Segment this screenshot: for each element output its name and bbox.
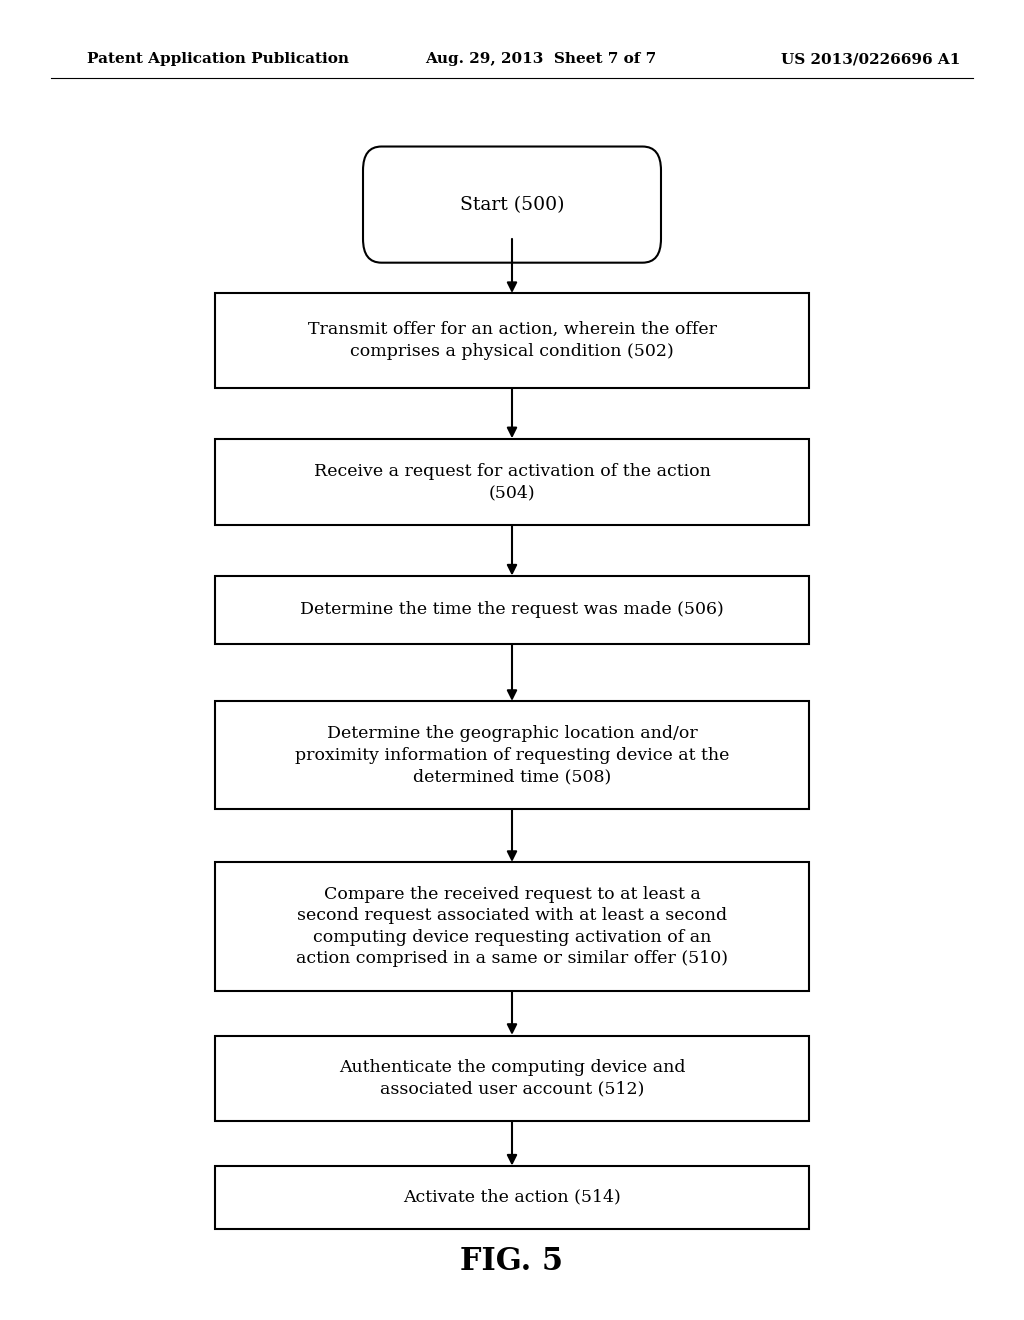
Text: Patent Application Publication: Patent Application Publication: [87, 53, 349, 66]
Text: Transmit offer for an action, wherein the offer
comprises a physical condition (: Transmit offer for an action, wherein th…: [307, 321, 717, 360]
FancyBboxPatch shape: [362, 147, 662, 263]
FancyBboxPatch shape: [215, 438, 809, 524]
FancyBboxPatch shape: [215, 293, 809, 388]
Text: US 2013/0226696 A1: US 2013/0226696 A1: [780, 53, 961, 66]
Text: Receive a request for activation of the action
(504): Receive a request for activation of the …: [313, 462, 711, 502]
FancyBboxPatch shape: [215, 862, 809, 991]
FancyBboxPatch shape: [215, 576, 809, 644]
Text: Compare the received request to at least a
second request associated with at lea: Compare the received request to at least…: [296, 886, 728, 968]
FancyBboxPatch shape: [215, 701, 809, 809]
FancyBboxPatch shape: [215, 1035, 809, 1122]
Text: FIG. 5: FIG. 5: [461, 1246, 563, 1278]
Text: Determine the time the request was made (506): Determine the time the request was made …: [300, 602, 724, 618]
Text: Authenticate the computing device and
associated user account (512): Authenticate the computing device and as…: [339, 1059, 685, 1098]
Text: Activate the action (514): Activate the action (514): [403, 1189, 621, 1205]
FancyBboxPatch shape: [215, 1166, 809, 1229]
Text: Determine the geographic location and/or
proximity information of requesting dev: Determine the geographic location and/or…: [295, 725, 729, 785]
Text: Start (500): Start (500): [460, 195, 564, 214]
Text: Aug. 29, 2013  Sheet 7 of 7: Aug. 29, 2013 Sheet 7 of 7: [425, 53, 656, 66]
